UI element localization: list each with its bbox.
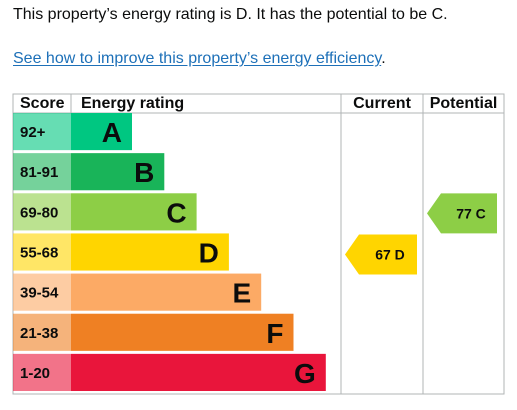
score-label-b: 81-91 bbox=[20, 164, 58, 181]
score-cell-c bbox=[13, 193, 71, 231]
improve-efficiency-line: See how to improve this property’s energ… bbox=[13, 49, 386, 69]
header-energy-rating: Energy rating bbox=[81, 95, 184, 112]
header-potential: Potential bbox=[430, 95, 498, 112]
header-current: Current bbox=[353, 95, 411, 112]
potential-rating-arrow bbox=[427, 193, 497, 234]
band-bar-g bbox=[71, 353, 326, 391]
band-letter-e: E bbox=[233, 278, 252, 309]
score-label-g: 1-20 bbox=[20, 365, 50, 382]
band-bar-c bbox=[71, 193, 197, 231]
score-cell-e bbox=[13, 273, 71, 311]
band-letter-a: A bbox=[102, 117, 122, 148]
score-label-c: 69-80 bbox=[20, 204, 58, 221]
score-cell-a bbox=[13, 113, 71, 151]
current-rating-arrow bbox=[345, 234, 417, 275]
score-label-e: 39-54 bbox=[20, 285, 59, 302]
score-label-d: 55-68 bbox=[20, 245, 58, 262]
band-bar-d bbox=[71, 233, 229, 271]
band-bar-f bbox=[71, 313, 294, 351]
link-suffix: . bbox=[381, 50, 386, 67]
band-letter-c: C bbox=[166, 197, 186, 228]
header-score: Score bbox=[20, 95, 65, 112]
score-cell-d bbox=[13, 233, 71, 271]
band-bar-e bbox=[71, 273, 262, 311]
band-letter-b: B bbox=[134, 157, 154, 188]
band-bar-a bbox=[71, 113, 132, 151]
chart-markers: 67 D 77 C bbox=[345, 193, 497, 275]
band-letter-g: G bbox=[294, 358, 316, 389]
improve-efficiency-link[interactable]: See how to improve this property’s energ… bbox=[13, 50, 382, 67]
score-cell-b bbox=[13, 153, 71, 191]
chart-bands: 92+ A 81-91 B 69-80 C 55-68 D 39-54 E 21-38 F 1-20 G bbox=[13, 113, 326, 391]
band-bar-b bbox=[71, 153, 165, 191]
current-rating-label: 67 D bbox=[375, 247, 405, 263]
band-letter-d: D bbox=[199, 238, 219, 269]
band-letter-f: F bbox=[266, 318, 283, 349]
score-cell-g bbox=[13, 353, 71, 391]
rating-summary-text: This property’s energy rating is D. It h… bbox=[13, 6, 448, 23]
potential-rating-label: 77 C bbox=[456, 205, 486, 221]
score-label-f: 21-38 bbox=[20, 325, 58, 342]
score-label-a: 92+ bbox=[20, 124, 46, 141]
score-cell-f bbox=[13, 313, 71, 351]
chart-headers: Score Energy rating Current Potential bbox=[20, 95, 497, 112]
